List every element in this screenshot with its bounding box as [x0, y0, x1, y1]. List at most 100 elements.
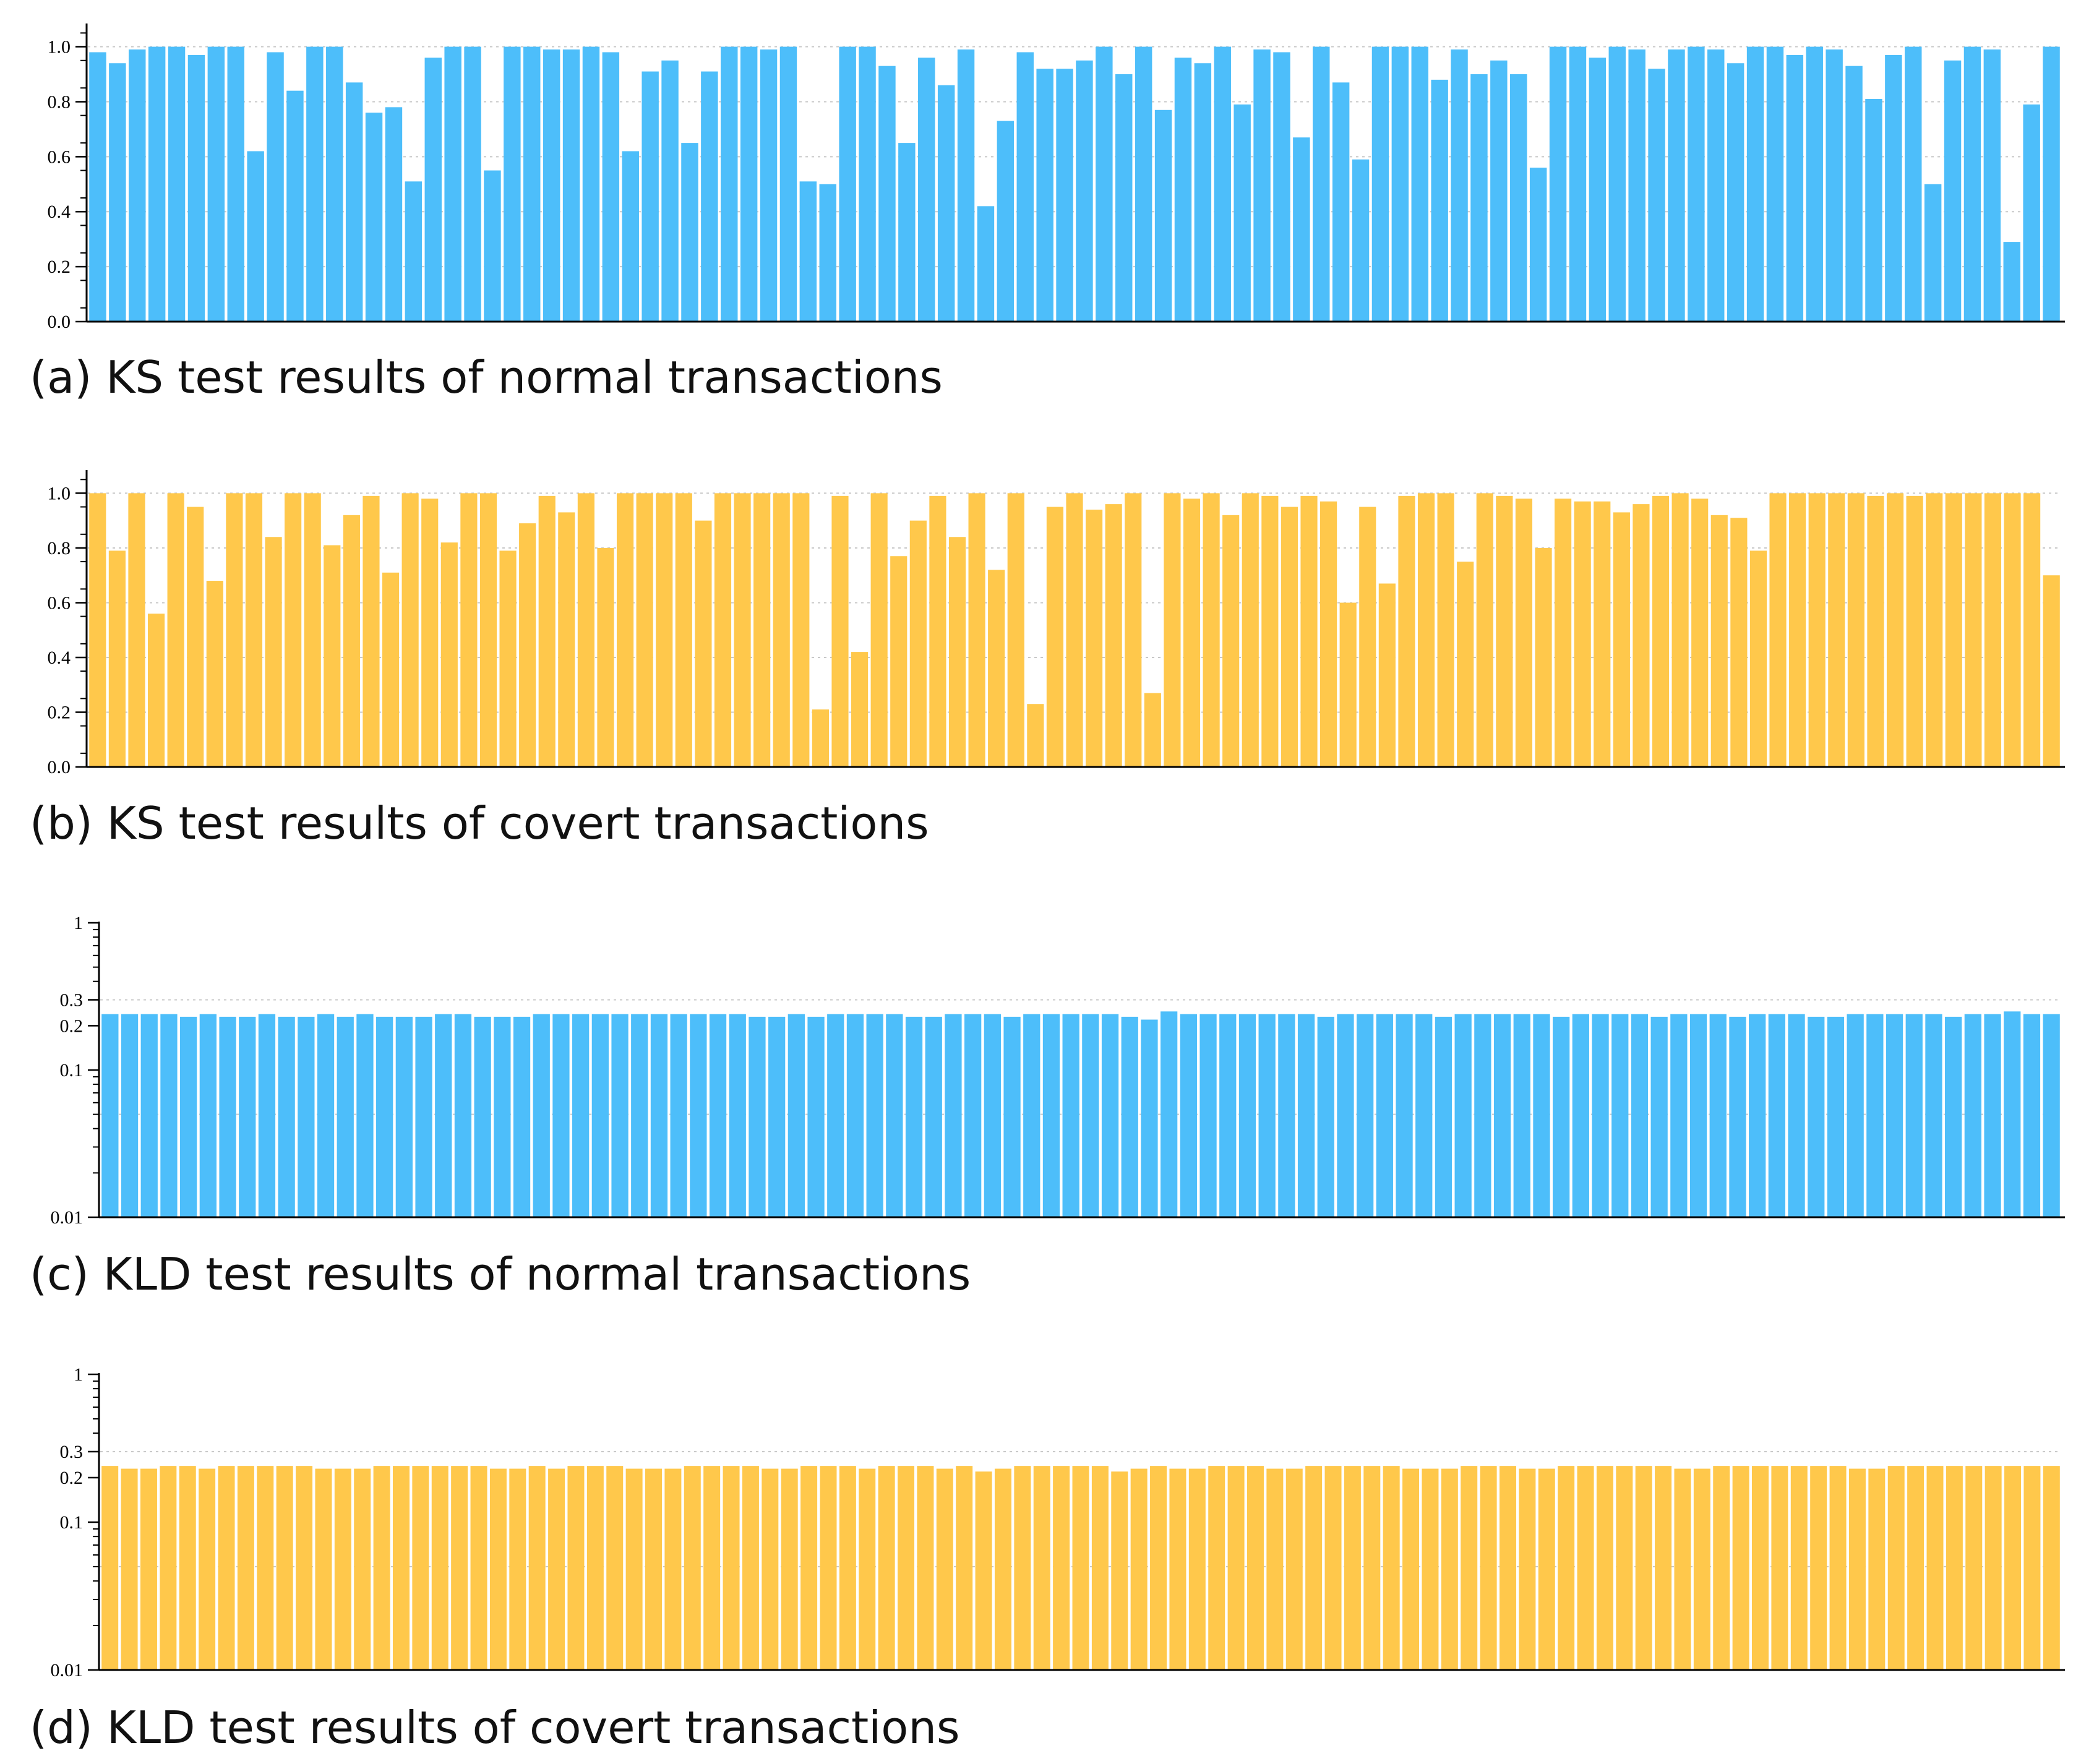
bar [267, 52, 284, 322]
bar [1608, 46, 1626, 322]
bar [101, 1014, 119, 1217]
bar [1905, 1014, 1923, 1217]
bar [2043, 46, 2060, 322]
bar [1766, 46, 1784, 322]
bar [1300, 495, 1318, 767]
bar [2004, 1466, 2022, 1670]
bar [1470, 74, 1488, 322]
bar [412, 1466, 429, 1670]
bar [1616, 1466, 1633, 1670]
bar [1848, 1468, 1866, 1670]
bar [664, 1468, 682, 1670]
bar [148, 46, 166, 322]
bar [528, 1466, 546, 1670]
bar [1493, 1014, 1511, 1217]
bar [2023, 104, 2040, 322]
bar [265, 537, 282, 767]
bar [1538, 1468, 1555, 1670]
bar [1376, 1014, 1393, 1217]
bar [1828, 493, 1845, 767]
bar [324, 545, 341, 767]
y-tick-label: 0.2 [60, 1468, 84, 1488]
y-tick-label: 0.6 [48, 147, 71, 167]
bar [1906, 495, 1923, 767]
bar [925, 1016, 942, 1217]
bar [1730, 518, 1748, 767]
bar [1383, 1466, 1400, 1670]
bar [819, 184, 836, 322]
bar [1729, 1016, 1746, 1217]
bar [548, 1468, 565, 1670]
bar [1174, 58, 1192, 322]
bar [1007, 493, 1024, 767]
bar [1749, 550, 1767, 767]
bar [1227, 1466, 1245, 1670]
bar [1806, 46, 1823, 322]
caption-c: (c) KLD test results of normal transacti… [30, 1248, 971, 1300]
bar [160, 1466, 177, 1670]
bar [1154, 109, 1172, 322]
bar [1435, 1016, 1452, 1217]
bar [405, 181, 423, 322]
bar [929, 495, 946, 767]
bar [1790, 1466, 1808, 1670]
bar [245, 493, 263, 767]
bar [1105, 504, 1122, 767]
bar [1558, 1466, 1575, 1670]
bar [567, 1466, 585, 1670]
bar [616, 493, 634, 767]
bar [1391, 46, 1409, 322]
bar [1431, 79, 1448, 322]
bar [373, 1466, 390, 1670]
bar [431, 1466, 448, 1670]
bar [337, 1016, 354, 1217]
bar [278, 1016, 295, 1217]
bar [859, 1468, 876, 1670]
bar [415, 1016, 432, 1217]
bar [1066, 493, 1083, 767]
bar [1402, 1468, 1420, 1670]
bar [315, 1468, 332, 1670]
bar [1454, 1014, 1472, 1217]
bar [1613, 512, 1630, 767]
bar [631, 1014, 648, 1217]
bar [187, 54, 205, 322]
bar [1476, 493, 1493, 767]
bar [1549, 46, 1567, 322]
bar [1572, 1014, 1589, 1217]
bar [392, 1466, 410, 1670]
bar [1480, 1466, 1497, 1670]
bar [317, 1014, 335, 1217]
bar [1769, 493, 1787, 767]
y-tick-label: 0.3 [60, 1442, 84, 1462]
bar [851, 652, 869, 767]
bar [1925, 1014, 1942, 1217]
y-tick-label: 0.0 [48, 312, 71, 332]
bar [121, 1014, 139, 1217]
bar [1101, 1014, 1119, 1217]
bar [395, 1016, 413, 1217]
bar [1577, 1466, 1594, 1670]
bar [1411, 46, 1428, 322]
bar [199, 1014, 217, 1217]
bar [1003, 1016, 1021, 1217]
bar [1533, 1014, 1550, 1217]
bar [543, 49, 560, 322]
y-tick-label: 0.0 [48, 757, 71, 777]
bar [1713, 1466, 1730, 1670]
bar [714, 493, 732, 767]
bar [1352, 159, 1370, 322]
bar [701, 71, 718, 322]
bar [1886, 1014, 1903, 1217]
bar [140, 1468, 157, 1670]
bar [128, 493, 145, 767]
bar [1164, 493, 1181, 767]
bar [1732, 1466, 1749, 1670]
bar [1752, 1466, 1769, 1670]
bar [440, 542, 458, 767]
bar [1810, 1466, 1827, 1670]
y-tick-label: 0.8 [48, 538, 71, 559]
bar [1451, 49, 1468, 322]
bar [1865, 99, 1882, 322]
bar [2023, 1014, 2041, 1217]
